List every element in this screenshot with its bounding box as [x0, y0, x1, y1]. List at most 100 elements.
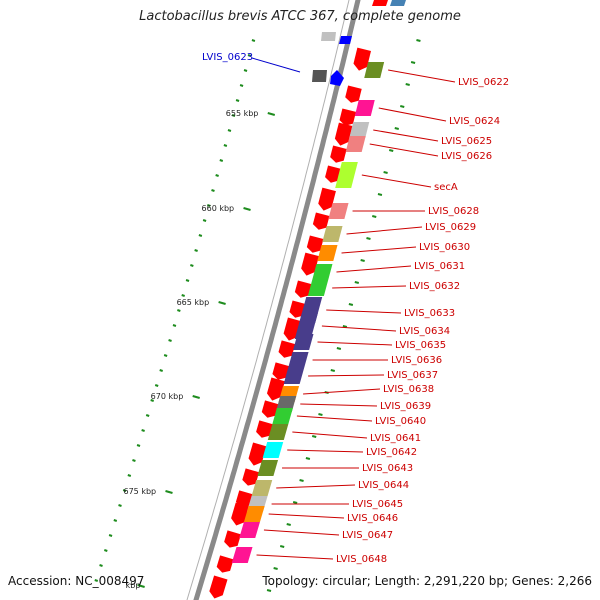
gc-tick	[99, 564, 103, 567]
feature-block[interactable]	[283, 368, 305, 384]
feature-block[interactable]	[345, 136, 366, 152]
gene-label[interactable]: LVIS_0626	[441, 151, 492, 162]
kbp-ruler: 655 kbp 660 kbp 665 kbp 670 kbp 675 kbp kbp	[124, 109, 276, 590]
feature-block[interactable]	[328, 203, 349, 219]
feature-block[interactable]	[293, 334, 314, 350]
feature-block[interactable]	[312, 264, 333, 280]
gc-tick	[118, 504, 122, 507]
gc-tick	[190, 264, 194, 267]
gene-label[interactable]: LVIS_0638	[383, 384, 434, 395]
gene-label[interactable]: LVIS_0641	[370, 433, 421, 444]
gene-label[interactable]: LVIS_0625	[441, 136, 492, 147]
gene-label[interactable]: LVIS_0639	[380, 401, 431, 412]
feature-block[interactable]	[335, 162, 358, 188]
gene-arrow[interactable]	[247, 442, 267, 467]
gene-label[interactable]: LVIS_0644	[358, 480, 409, 491]
feature-block[interactable]	[294, 313, 318, 339]
gene-arrow[interactable]	[317, 187, 336, 213]
feature-block[interactable]	[257, 460, 279, 476]
gene-arrow[interactable]	[208, 575, 228, 600]
gene-arrow[interactable]	[339, 108, 356, 128]
gene-label[interactable]: LVIS_0642	[366, 447, 417, 458]
label-leader	[373, 129, 439, 142]
skew-tick	[342, 325, 348, 328]
gene-arrow[interactable]	[277, 340, 296, 359]
gene-label[interactable]: LVIS_0645	[352, 499, 403, 510]
gene-arrow[interactable]	[344, 85, 362, 105]
feature-block[interactable]	[288, 352, 309, 368]
feature-block[interactable]	[317, 245, 338, 261]
gene-label[interactable]: LVIS_0635	[395, 340, 446, 351]
gene-label[interactable]: LVIS_0646	[347, 513, 398, 524]
label-leader	[341, 246, 417, 254]
skew-tick	[366, 237, 371, 240]
gc-tick	[223, 144, 228, 147]
gene-label[interactable]: LVIS_0630	[419, 242, 470, 253]
gc-tick	[127, 474, 132, 477]
feature-block[interactable]	[231, 547, 253, 563]
gene-arrow[interactable]	[306, 235, 324, 254]
gene-arrow[interactable]	[300, 252, 319, 278]
feature-block[interactable]	[251, 480, 273, 496]
gene-arrow[interactable]	[261, 400, 279, 419]
feature-block[interactable]	[354, 100, 375, 116]
gene-label[interactable]: LVIS_0631	[414, 261, 465, 272]
feature-block[interactable]	[322, 226, 343, 242]
feature-block[interactable]	[272, 408, 293, 424]
gene-arrow[interactable]	[235, 490, 253, 509]
gc-tick	[108, 534, 113, 537]
gene-label[interactable]: LVIS_0624	[449, 116, 500, 127]
skew-tick	[383, 171, 388, 174]
highlighted-gene-arrow[interactable]	[330, 70, 344, 86]
gene-label[interactable]: LVIS_0647	[342, 530, 393, 541]
gc-tick	[211, 189, 215, 192]
gc-tick	[239, 84, 244, 87]
gene-arrow[interactable]	[329, 145, 347, 165]
gene-label[interactable]: LVIS_0640	[375, 416, 426, 427]
backbone-inner-line	[186, 0, 350, 600]
gene-arrow[interactable]	[216, 555, 234, 574]
gene-label[interactable]: LVIS_0629	[425, 222, 476, 233]
gene-label-highlighted[interactable]: LVIS_0623	[202, 52, 253, 63]
gene-label[interactable]: LVIS_0633	[404, 308, 455, 319]
gene-label[interactable]: LVIS_0628	[428, 206, 479, 217]
gene-label[interactable]: secA	[434, 182, 458, 193]
feature-block[interactable]	[262, 442, 284, 458]
gene-arrow[interactable]	[223, 530, 241, 549]
genome-backbone	[186, 0, 361, 600]
skew-tick	[416, 39, 421, 42]
gene-label[interactable]: LVIS_0643	[362, 463, 413, 474]
gene-arrow[interactable]	[312, 212, 330, 231]
gc-tick	[219, 159, 224, 162]
label-leader	[321, 325, 397, 332]
gene-label[interactable]: LVIS_0636	[391, 355, 442, 366]
feature-block[interactable]	[349, 122, 370, 138]
highlighted-feature-block[interactable]	[312, 70, 327, 82]
gene-arrow[interactable]	[271, 362, 290, 381]
kbp-tick	[243, 207, 251, 211]
gene-label[interactable]: LVIS_0637	[387, 370, 438, 381]
feature-block[interactable]	[267, 424, 289, 440]
backbone-line	[193, 0, 361, 600]
gene-label[interactable]: LVIS_0622	[458, 77, 509, 88]
gene-arrow[interactable]	[241, 468, 260, 487]
gene-arrow[interactable]	[265, 377, 285, 403]
gene-arrow[interactable]	[294, 280, 312, 299]
feature-block[interactable]	[364, 62, 385, 78]
gene-arrow[interactable]	[334, 122, 353, 148]
gc-tick	[194, 249, 198, 252]
gene-label[interactable]: LVIS_0648	[336, 554, 387, 565]
feature-block[interactable]	[307, 280, 329, 296]
feature-block[interactable]	[239, 522, 260, 538]
feature-track	[231, 0, 406, 563]
gene-label[interactable]: LVIS_0634	[399, 326, 450, 337]
gene-arrow[interactable]	[255, 420, 273, 439]
gene-label[interactable]: LVIS_0632	[409, 281, 460, 292]
skew-tick	[388, 149, 394, 152]
feature-block[interactable]	[243, 506, 265, 522]
gene-arrow[interactable]	[324, 165, 342, 185]
gc-tick	[163, 354, 168, 357]
gene-arrow[interactable]	[352, 47, 371, 73]
gc-tick	[202, 219, 207, 222]
